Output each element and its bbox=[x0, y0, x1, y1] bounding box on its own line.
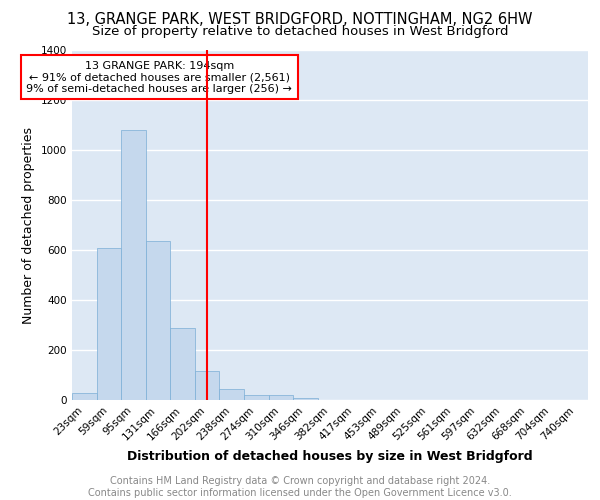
Bar bbox=[195, 371, 220, 400]
Text: 13, GRANGE PARK, WEST BRIDGFORD, NOTTINGHAM, NG2 6HW: 13, GRANGE PARK, WEST BRIDGFORD, NOTTING… bbox=[67, 12, 533, 28]
Bar bbox=[72, 392, 97, 400]
Bar bbox=[146, 242, 170, 400]
Bar bbox=[293, 398, 318, 400]
Y-axis label: Number of detached properties: Number of detached properties bbox=[22, 126, 35, 324]
X-axis label: Distribution of detached houses by size in West Bridgford: Distribution of detached houses by size … bbox=[127, 450, 533, 463]
Bar bbox=[97, 248, 121, 400]
Bar bbox=[121, 130, 146, 400]
Bar bbox=[269, 395, 293, 400]
Text: 13 GRANGE PARK: 194sqm
← 91% of detached houses are smaller (2,561)
9% of semi-d: 13 GRANGE PARK: 194sqm ← 91% of detached… bbox=[26, 60, 292, 94]
Text: Size of property relative to detached houses in West Bridgford: Size of property relative to detached ho… bbox=[92, 25, 508, 38]
Bar bbox=[220, 389, 244, 400]
Text: Contains HM Land Registry data © Crown copyright and database right 2024.
Contai: Contains HM Land Registry data © Crown c… bbox=[88, 476, 512, 498]
Bar bbox=[244, 395, 269, 400]
Bar bbox=[170, 328, 195, 400]
